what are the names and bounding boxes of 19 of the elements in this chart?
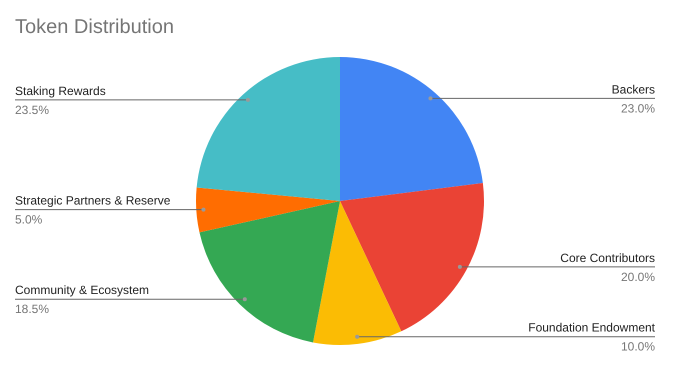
data-label: 5.0%: [15, 212, 43, 227]
data-label: 20.0%: [620, 270, 656, 284]
data-label: 18.5%: [15, 302, 50, 316]
pie-slice: [196, 57, 340, 201]
slice-label: Backers: [612, 82, 655, 96]
slice-label: Strategic Partners & Reserve: [15, 194, 171, 208]
data-label: 23.0%: [620, 101, 656, 116]
pie-slice: [340, 182, 484, 332]
slice-label: Foundation Endowment: [528, 320, 656, 335]
slice-label: Community & Ecosystem: [15, 283, 150, 298]
data-label: 10.0%: [620, 340, 656, 354]
pie-slice: [340, 57, 483, 201]
chart-title: Token Distribution: [15, 16, 174, 39]
slice-label: Core Contributors: [560, 250, 655, 265]
pie-slice: [196, 187, 340, 232]
pie-slice: [199, 201, 340, 342]
slice-label: Staking Rewards: [15, 84, 106, 98]
data-label: 23.5%: [15, 102, 50, 117]
pie-slice: [313, 201, 402, 345]
